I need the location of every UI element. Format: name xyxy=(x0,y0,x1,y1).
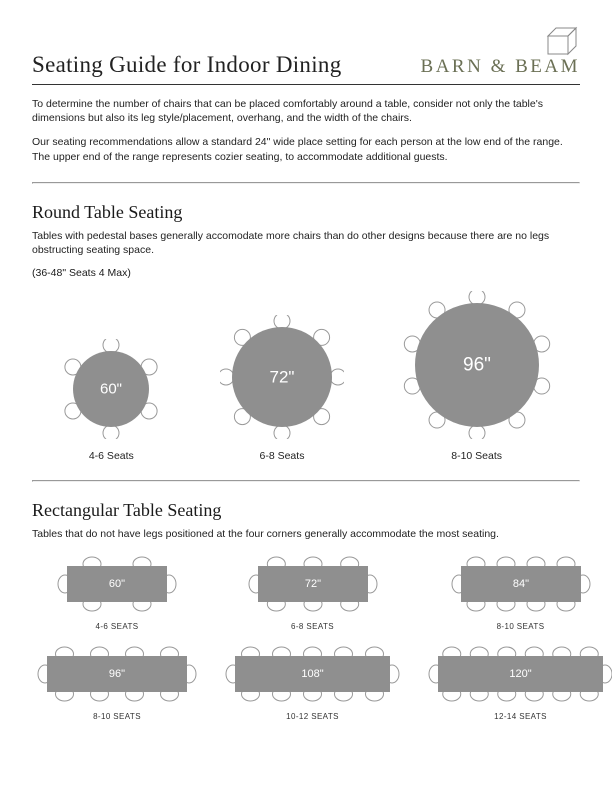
round-section-note: (36-48" Seats 4 Max) xyxy=(32,267,580,279)
round-section-heading: Round Table Seating xyxy=(32,202,580,223)
header: Seating Guide for Indoor Dining BARN & B… xyxy=(32,28,580,78)
round-table-diagram: 96" xyxy=(403,291,551,439)
rect-table-dimension: 84" xyxy=(512,578,528,590)
rect-table-caption: 12-14 SEATS xyxy=(423,712,612,721)
rect-table-dimension: 60" xyxy=(109,578,125,590)
rect-table-diagram: 96" xyxy=(32,645,202,703)
rect-table-diagram: 120" xyxy=(423,645,612,703)
rect-table-diagram: 72" xyxy=(243,555,383,613)
round-table-diagram: 60" xyxy=(61,339,161,439)
page-title: Seating Guide for Indoor Dining xyxy=(32,52,342,78)
rect-table-item: 72" 6-8 SEATS xyxy=(220,555,405,631)
round-table-item: 72" 6-8 Seats xyxy=(220,315,344,462)
rect-table-item: 96" 8-10 SEATS xyxy=(32,645,202,721)
rect-table-item: 84" 8-10 SEATS xyxy=(423,555,612,631)
round-table-diagram: 72" xyxy=(220,315,344,439)
rect-table-caption: 4-6 SEATS xyxy=(32,622,202,631)
intro-paragraph-2: Our seating recommendations allow a stan… xyxy=(32,135,580,163)
round-table-dimension: 60" xyxy=(100,381,122,398)
rect-section-heading: Rectangular Table Seating xyxy=(32,500,580,521)
rect-tables-grid: 60" 4-6 SEATS 72" 6-8 SEATS 84" 8-10 SEA… xyxy=(32,555,580,721)
round-table-dimension: 96" xyxy=(463,355,491,376)
divider xyxy=(32,182,580,184)
rect-table-item: 60" 4-6 SEATS xyxy=(32,555,202,631)
rect-table-dimension: 96" xyxy=(109,668,125,680)
divider xyxy=(32,84,580,85)
round-section-desc: Tables with pedestal bases generally acc… xyxy=(32,229,580,257)
intro-paragraph-1: To determine the number of chairs that c… xyxy=(32,97,580,125)
rect-table-dimension: 108" xyxy=(301,668,323,680)
round-tables-row: 60" 4-6 Seats 72" 6-8 Seats 96" 8-10 Sea… xyxy=(32,291,580,462)
brand-name: BARN & BEAM xyxy=(421,56,580,77)
round-table-dimension: 72" xyxy=(270,368,295,387)
rect-table-caption: 8-10 SEATS xyxy=(423,622,612,631)
rect-table-item: 120" 12-14 SEATS xyxy=(423,645,612,721)
divider xyxy=(32,480,580,482)
round-table-caption: 6-8 Seats xyxy=(220,450,344,462)
rect-table-caption: 6-8 SEATS xyxy=(220,622,405,631)
round-table-item: 96" 8-10 Seats xyxy=(403,291,551,462)
rect-table-item: 108" 10-12 SEATS xyxy=(220,645,405,721)
rect-table-caption: 8-10 SEATS xyxy=(32,712,202,721)
round-table-item: 60" 4-6 Seats xyxy=(61,339,161,462)
rect-table-diagram: 60" xyxy=(52,555,182,613)
brand-logo: BARN & BEAM xyxy=(421,28,580,78)
round-table-caption: 8-10 Seats xyxy=(403,450,551,462)
rect-table-diagram: 84" xyxy=(446,555,596,613)
cube-icon xyxy=(544,26,580,56)
rect-table-diagram: 108" xyxy=(220,645,405,703)
round-table-caption: 4-6 Seats xyxy=(61,450,161,462)
rect-section-desc: Tables that do not have legs positioned … xyxy=(32,527,580,541)
rect-table-dimension: 72" xyxy=(304,578,320,590)
rect-table-dimension: 120" xyxy=(509,668,531,680)
rect-table-caption: 10-12 SEATS xyxy=(220,712,405,721)
